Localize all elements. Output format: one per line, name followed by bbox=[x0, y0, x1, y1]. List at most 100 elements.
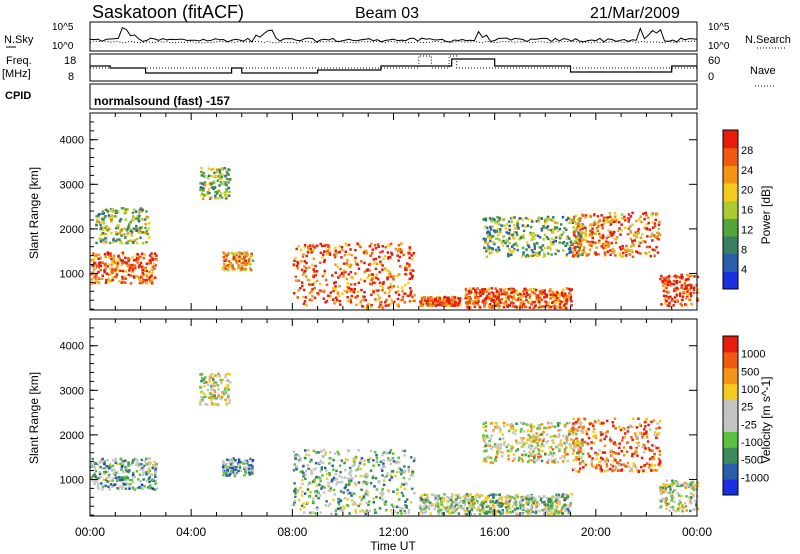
scatter-cell bbox=[123, 275, 126, 278]
scatter-cell bbox=[408, 246, 411, 249]
scatter-cell bbox=[563, 304, 566, 307]
scatter-cell bbox=[319, 470, 323, 473]
scatter-cell bbox=[342, 505, 345, 508]
scatter-cell bbox=[443, 295, 446, 299]
scatter-cell bbox=[334, 509, 338, 513]
scatter-cell bbox=[471, 299, 474, 303]
scatter-cell bbox=[577, 421, 581, 425]
scatter-cell bbox=[478, 504, 482, 507]
scatter-cell bbox=[516, 221, 519, 225]
scatter-cell bbox=[489, 456, 493, 460]
scatter-cell bbox=[548, 497, 551, 501]
scatter-cell bbox=[642, 436, 645, 439]
scatter-cell bbox=[357, 243, 361, 247]
scatter-cell bbox=[116, 486, 119, 490]
scatter-cell bbox=[632, 417, 635, 420]
scatter-cell bbox=[400, 248, 404, 252]
scatter-cell bbox=[519, 236, 523, 239]
scatter-cell bbox=[221, 391, 224, 394]
scatter-cell bbox=[605, 218, 609, 221]
scatter-cell bbox=[556, 422, 560, 425]
scatter-cell bbox=[631, 452, 634, 456]
scatter-cell bbox=[359, 510, 362, 513]
scatter-cell bbox=[220, 381, 223, 385]
scatter-cell bbox=[124, 270, 127, 273]
scatter-cell bbox=[678, 292, 682, 295]
scatter-cell bbox=[388, 451, 392, 454]
scatter-cell bbox=[99, 256, 102, 259]
scatter-cell bbox=[304, 477, 307, 481]
scatter-cell bbox=[511, 459, 515, 463]
scatter-cell bbox=[550, 422, 553, 425]
scatter-cell bbox=[579, 448, 583, 451]
scatter-cell bbox=[110, 270, 113, 273]
scatter-cell bbox=[457, 493, 460, 497]
scatter-cell bbox=[249, 457, 252, 461]
scatter-cell bbox=[588, 224, 592, 228]
scatter-cell bbox=[557, 293, 560, 297]
scatter-cell bbox=[679, 501, 682, 504]
scatter-cell bbox=[103, 216, 107, 219]
scatter-cell bbox=[342, 273, 345, 276]
colorbar-swatch bbox=[723, 351, 738, 369]
scatter-cell bbox=[608, 230, 612, 234]
scatter-cell bbox=[564, 302, 567, 306]
scatter-cell bbox=[562, 505, 565, 508]
scatter-cell bbox=[311, 245, 315, 248]
scatter-cell bbox=[526, 460, 530, 464]
scatter-cell bbox=[317, 491, 320, 494]
scatter-cell bbox=[111, 268, 114, 271]
scatter-cell bbox=[503, 441, 506, 444]
scatter-cell bbox=[423, 505, 426, 508]
scatter-cell bbox=[225, 402, 229, 405]
scatter-cell bbox=[395, 470, 399, 474]
scatter-cell bbox=[505, 223, 509, 226]
scatter-cell bbox=[369, 449, 373, 453]
scatter-cell bbox=[558, 303, 562, 306]
scatter-cell bbox=[397, 293, 401, 297]
scatter-cell bbox=[226, 395, 230, 398]
scatter-cell bbox=[590, 244, 593, 248]
scatter-cell bbox=[626, 465, 629, 469]
scatter-cell bbox=[508, 237, 511, 240]
power-scatter bbox=[90, 166, 699, 310]
scatter-cell bbox=[307, 467, 310, 470]
scatter-cell bbox=[657, 232, 661, 235]
scatter-cell bbox=[312, 274, 315, 277]
scatter-cell bbox=[137, 231, 141, 234]
scatter-cell bbox=[569, 240, 573, 244]
scatter-cell bbox=[208, 182, 212, 185]
scatter-cell bbox=[317, 497, 320, 500]
scatter-cell bbox=[626, 428, 629, 431]
scatter-cell bbox=[322, 260, 326, 264]
scatter-cell bbox=[439, 303, 442, 307]
scatter-cell bbox=[486, 230, 490, 233]
scatter-cell bbox=[502, 218, 505, 221]
scatter-cell bbox=[353, 259, 357, 263]
scatter-cell bbox=[338, 274, 342, 277]
scatter-cell bbox=[693, 507, 697, 511]
scatter-cell bbox=[404, 504, 407, 507]
scatter-cell bbox=[465, 498, 468, 501]
scatter-cell bbox=[544, 300, 547, 303]
scatter-cell bbox=[527, 510, 530, 513]
scatter-cell bbox=[323, 250, 326, 253]
noise-right-label: N.Search bbox=[745, 34, 791, 46]
scatter-cell bbox=[573, 443, 576, 447]
scatter-cell bbox=[614, 452, 617, 455]
scatter-cell bbox=[334, 301, 337, 304]
scatter-cell bbox=[381, 498, 384, 501]
scatter-cell bbox=[570, 219, 574, 222]
scatter-cell bbox=[534, 504, 537, 507]
scatter-cell bbox=[593, 222, 597, 226]
scatter-cell bbox=[530, 453, 534, 456]
scatter-cell bbox=[685, 297, 688, 300]
scatter-cell bbox=[652, 234, 656, 237]
scatter-cell bbox=[107, 466, 111, 470]
scatter-cell bbox=[211, 376, 214, 380]
scatter-cell bbox=[433, 494, 436, 497]
scatter-cell bbox=[338, 284, 341, 288]
scatter-cell bbox=[242, 462, 245, 465]
scatter-cell bbox=[551, 458, 554, 462]
scatter-cell bbox=[111, 276, 114, 279]
